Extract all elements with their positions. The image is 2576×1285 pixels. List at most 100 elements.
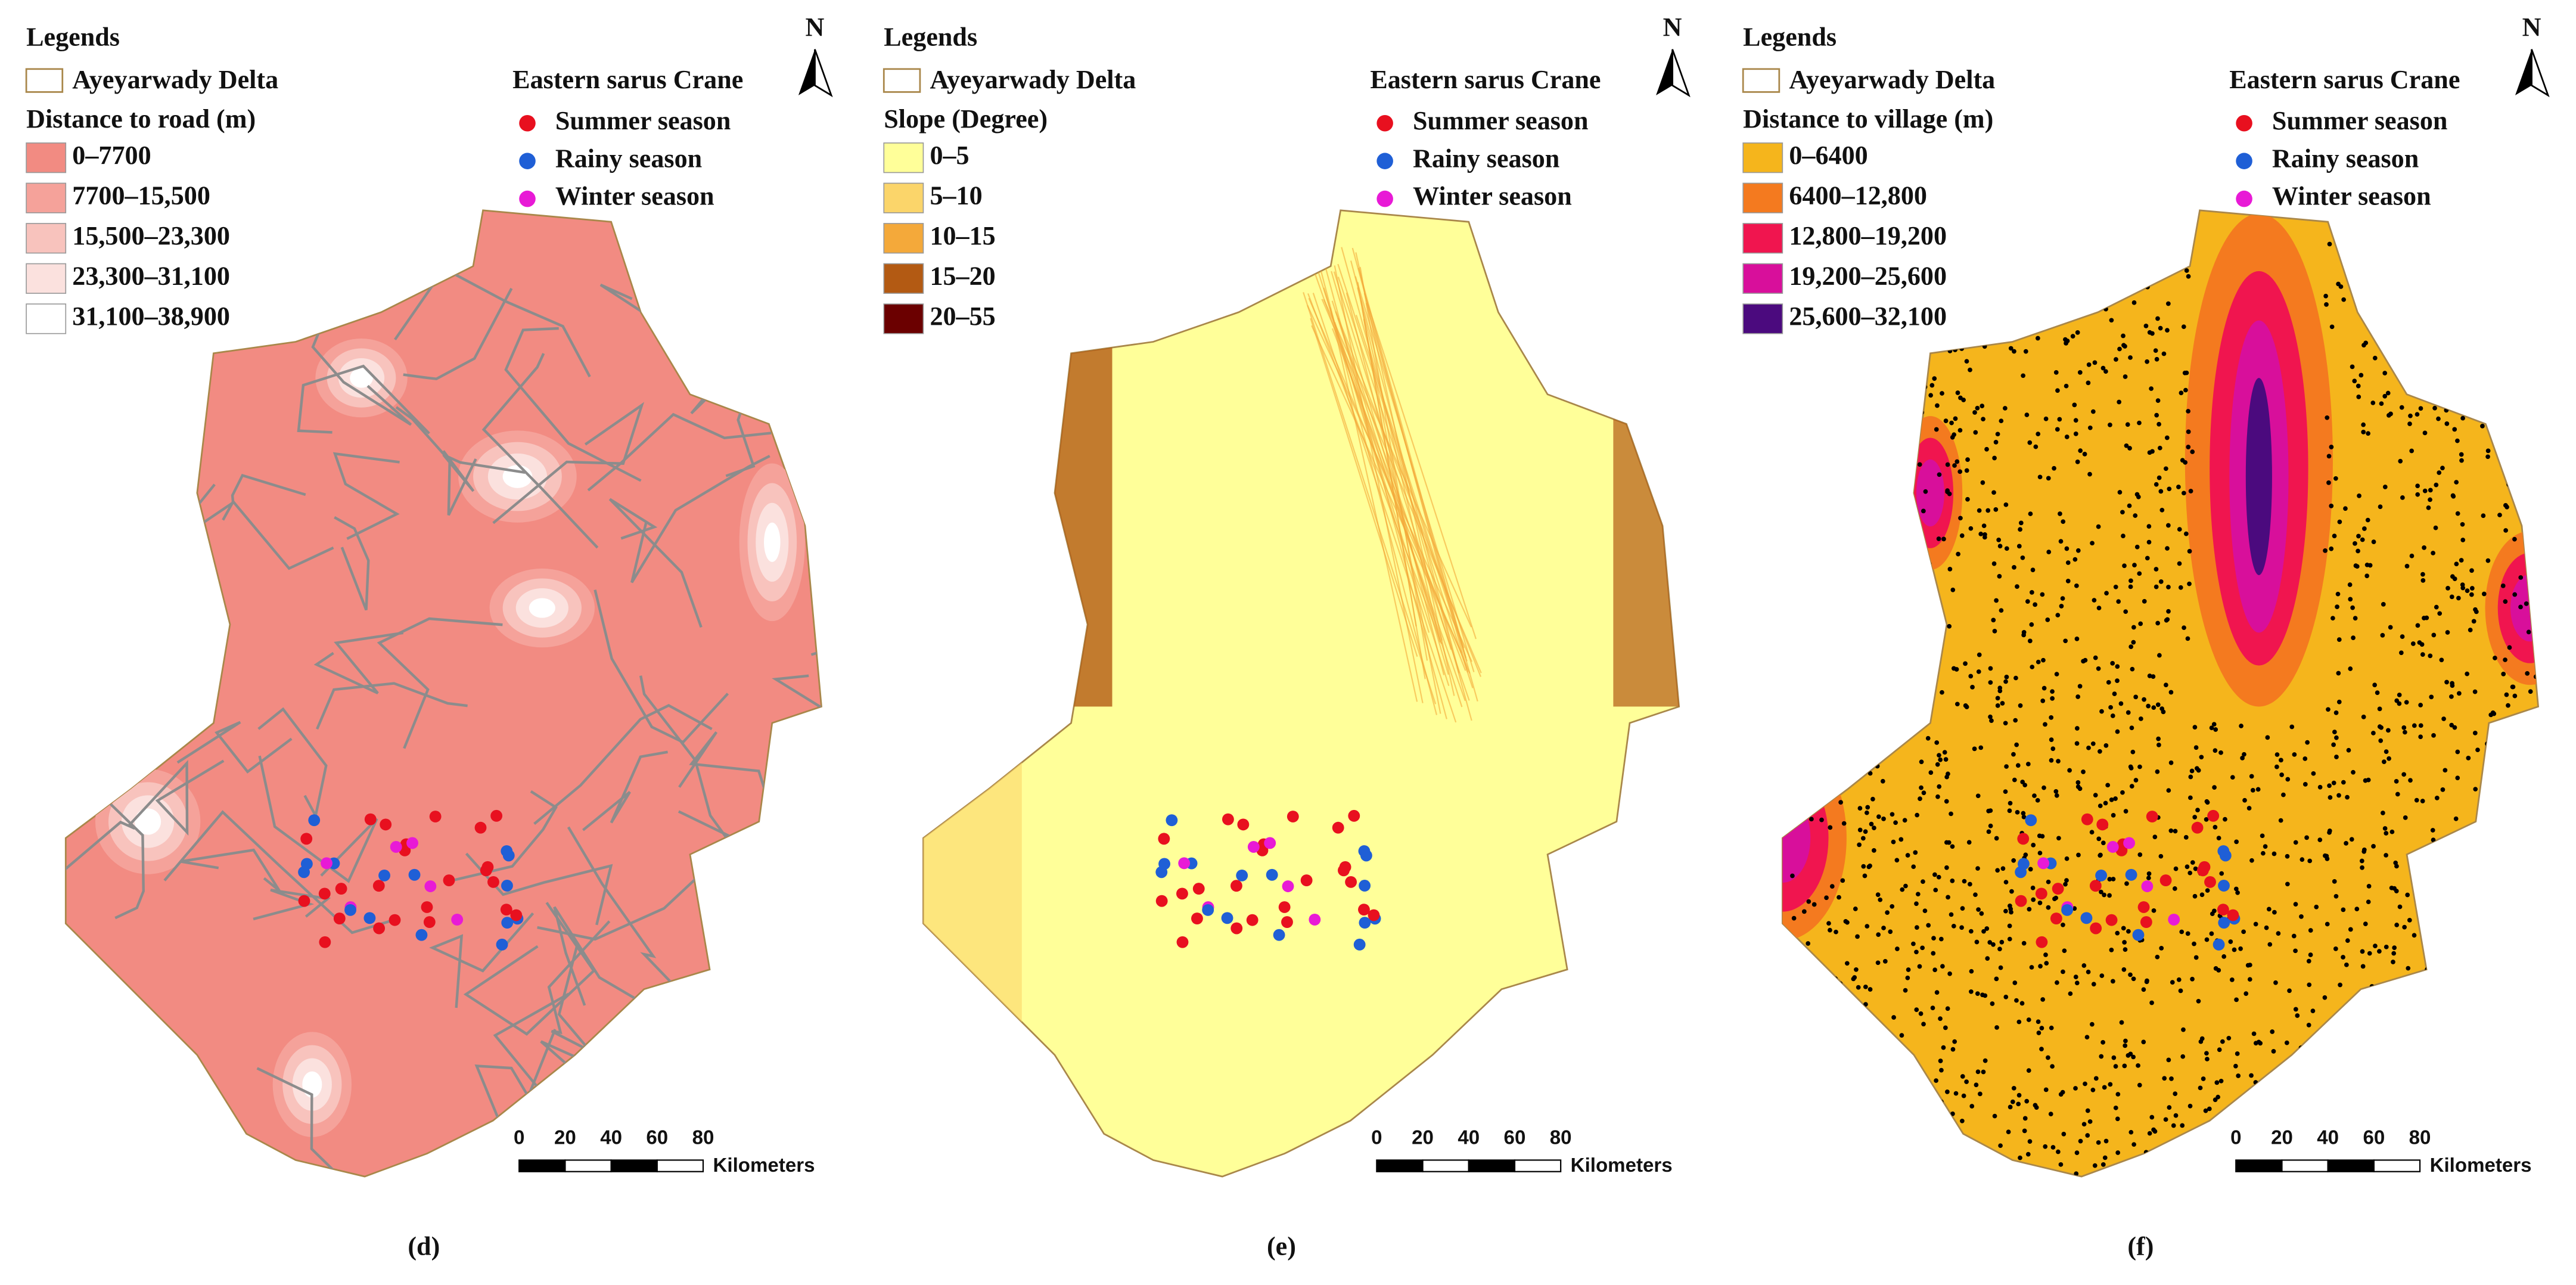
village [2493,656,2497,660]
village [2334,735,2339,740]
village [1938,1016,1943,1021]
village [1928,1159,1933,1165]
village [2050,696,2055,701]
village [2163,1117,2168,1122]
crane-point [2050,912,2062,924]
village [2156,212,2161,217]
crane-point [2036,936,2048,948]
village [2187,549,2192,554]
village [2180,1123,2185,1128]
village [1950,281,1954,287]
village [2260,833,2265,839]
village [1981,1069,1986,1075]
village [2522,786,2527,791]
village [2126,929,2131,934]
village [1865,449,1870,455]
village [2216,967,2221,973]
village [2198,1149,2204,1154]
village [2423,1036,2428,1041]
village [2156,475,2162,480]
village [1908,374,1913,380]
village [2190,860,2195,865]
village [1921,1022,1926,1027]
class-swatch [26,303,67,334]
village [2140,1179,2145,1184]
village [2138,716,2143,721]
road [772,635,822,712]
village [1851,1171,1857,1175]
village [2281,792,2286,797]
village [2064,383,2069,389]
village [1988,666,1993,671]
village [2161,709,2166,715]
village [2359,278,2364,283]
village [2400,1069,2406,1073]
village [1934,740,1940,745]
village [2382,393,2388,399]
village [1813,486,1818,491]
village [1915,812,1920,818]
village [2096,666,2101,671]
village [1917,964,1922,969]
village [2205,888,2210,893]
village [2401,725,2407,730]
village [2166,585,2171,589]
crane-point [2132,929,2145,941]
class-swatch [1742,182,1783,213]
village [2169,1076,2174,1081]
village [2518,575,2524,580]
village [1932,967,1937,973]
village [2434,974,2439,979]
village [2128,584,2133,589]
village [1896,585,1901,591]
scale-tick-label: 0 [514,1126,524,1149]
village [2207,1164,2213,1169]
village [1947,349,1953,353]
village [2025,599,2030,604]
village [1927,291,1932,297]
slope-zone [923,723,1022,1052]
village [2449,594,2454,600]
village [1888,700,1893,705]
village [2437,1123,2442,1128]
village [2176,485,2181,489]
village [2055,388,2060,393]
crane-point [2025,814,2037,827]
village [1881,1172,1886,1177]
village [2497,803,2503,808]
village [2049,1025,2054,1031]
layer-swatch [1742,68,1780,93]
village [1786,463,1792,468]
crane-point [1221,912,1233,924]
village [2503,961,2509,966]
village [1939,1067,1944,1073]
village [2008,800,2013,806]
village [2000,701,2005,706]
village [2146,871,2152,876]
village [2103,369,2108,374]
village [2213,748,2218,753]
village [2428,653,2433,659]
village [2503,528,2508,533]
village [1945,462,1950,467]
village [2141,1039,2146,1045]
village [2210,1134,2215,1139]
village [1861,392,1866,398]
village [2476,929,2482,935]
village [2430,237,2435,242]
village [2516,245,2521,250]
village [2444,874,2450,879]
village [2285,882,2290,887]
village [1865,924,1870,929]
village [2121,333,2126,339]
village [2475,918,2481,923]
village [1906,1155,1911,1160]
village [1970,260,1975,265]
village [2096,606,2102,610]
village [2104,591,2109,596]
village [1800,554,1805,559]
village [1982,319,1987,324]
village [1806,899,1811,904]
village [2236,1073,2241,1078]
village [2386,290,2391,295]
